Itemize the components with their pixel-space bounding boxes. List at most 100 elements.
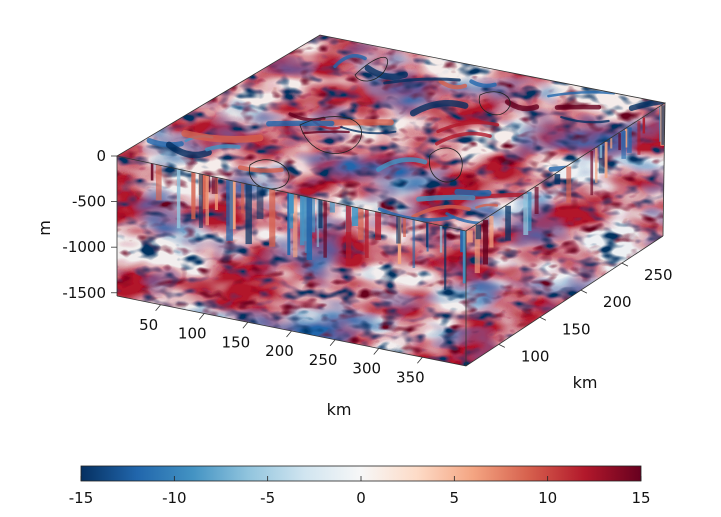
front-plume xyxy=(256,186,264,219)
side-plume xyxy=(523,194,529,235)
side-plume xyxy=(618,133,621,151)
colorbar-ticks: -15 -10 -5 0 5 10 15 xyxy=(69,476,651,507)
side-plume xyxy=(627,127,632,153)
z-tick-label: -1000 xyxy=(62,238,106,256)
front-plume xyxy=(329,201,335,213)
front-plume xyxy=(323,200,327,258)
side-plume xyxy=(483,220,488,265)
y-tick-mark xyxy=(580,289,588,294)
y-axis-title: km xyxy=(573,373,598,392)
top-filament xyxy=(628,97,665,111)
top-filament xyxy=(340,126,397,135)
x-axis: 50 100 150 200 250 300 350 xyxy=(139,304,425,386)
top-filament xyxy=(377,207,455,222)
front-plume xyxy=(241,182,245,214)
front-plume xyxy=(226,179,233,241)
y-tick-label: 100 xyxy=(521,347,550,365)
top-filament xyxy=(560,116,610,124)
side-plume xyxy=(466,230,473,243)
x-tick-mark xyxy=(286,330,292,338)
top-filament xyxy=(475,203,499,209)
side-plume xyxy=(625,128,629,148)
front-plume xyxy=(176,168,181,229)
front-plume xyxy=(155,164,162,201)
colorbar-tick-label: 15 xyxy=(631,489,650,507)
colorbar-tick-label: 0 xyxy=(356,489,366,507)
side-plume xyxy=(590,151,594,196)
colorbar-tick-label: 10 xyxy=(538,489,557,507)
front-plume xyxy=(351,206,359,226)
side-plume xyxy=(637,120,641,155)
x-tick-mark xyxy=(242,321,249,329)
side-plume xyxy=(604,141,608,178)
front-plume xyxy=(364,209,369,258)
front-plume xyxy=(439,225,443,253)
top-filament xyxy=(436,120,500,134)
y-tick-label: 150 xyxy=(562,320,591,338)
front-plume xyxy=(201,174,208,210)
front-plume xyxy=(198,173,203,228)
contour-line xyxy=(248,159,290,190)
front-plume xyxy=(426,222,429,248)
front-plume xyxy=(375,211,382,241)
top-filament xyxy=(333,54,367,69)
y-tick-mark xyxy=(539,316,547,321)
front-plume xyxy=(300,195,305,246)
top-filament xyxy=(364,65,408,80)
front-plume xyxy=(460,229,464,253)
side-plume xyxy=(566,166,572,203)
top-filament xyxy=(237,165,284,173)
top-filament xyxy=(383,77,461,85)
x-tick-label: 150 xyxy=(222,333,251,351)
x-tick-mark xyxy=(373,348,380,355)
top-filament xyxy=(205,144,241,152)
front-plume xyxy=(191,172,196,220)
z-tick-label: -1500 xyxy=(62,284,106,302)
front-plume xyxy=(306,196,313,260)
z-tick-label: 0 xyxy=(96,147,106,165)
front-face-plumes xyxy=(150,163,466,290)
top-filament xyxy=(165,141,212,159)
x-tick-label: 300 xyxy=(352,360,381,378)
side-plume xyxy=(475,224,482,240)
front-plume xyxy=(150,163,154,181)
front-plume xyxy=(205,175,209,226)
side-plume xyxy=(595,148,598,183)
y-tick-mark xyxy=(498,343,506,348)
side-plume xyxy=(534,186,539,214)
side-plume xyxy=(505,205,511,241)
top-filament xyxy=(411,204,471,219)
top-filament xyxy=(547,90,616,98)
z-axis-title: m xyxy=(35,220,54,236)
front-plume xyxy=(287,192,291,256)
front-plume xyxy=(269,188,276,247)
top-filament xyxy=(438,79,468,90)
side-plume xyxy=(599,145,603,158)
front-plume xyxy=(289,193,294,229)
contour-line xyxy=(428,147,463,183)
x-tick-label: 200 xyxy=(265,342,294,360)
contour-line xyxy=(299,116,362,154)
colorbar-tick-label: -5 xyxy=(260,489,275,507)
x-tick-mark xyxy=(329,339,336,347)
front-plume xyxy=(358,207,364,240)
side-plume xyxy=(489,216,494,248)
side-plume xyxy=(527,191,532,231)
colorbar-tick-label: -15 xyxy=(69,489,94,507)
contour-line xyxy=(354,56,388,82)
contour-line xyxy=(478,91,511,116)
x-tick-mark xyxy=(155,304,161,312)
top-filament xyxy=(469,79,497,88)
z-tick-label: -500 xyxy=(72,193,106,211)
top-filament xyxy=(409,100,469,117)
y-tick-mark xyxy=(621,262,629,267)
top-filament xyxy=(181,130,264,143)
side-plume xyxy=(610,138,613,149)
front-plume xyxy=(316,198,320,247)
colorbar-tick-label: 5 xyxy=(450,489,460,507)
side-plume xyxy=(554,174,561,185)
top-filament xyxy=(454,188,492,197)
front-plume xyxy=(318,199,323,229)
front-plume xyxy=(245,183,252,245)
